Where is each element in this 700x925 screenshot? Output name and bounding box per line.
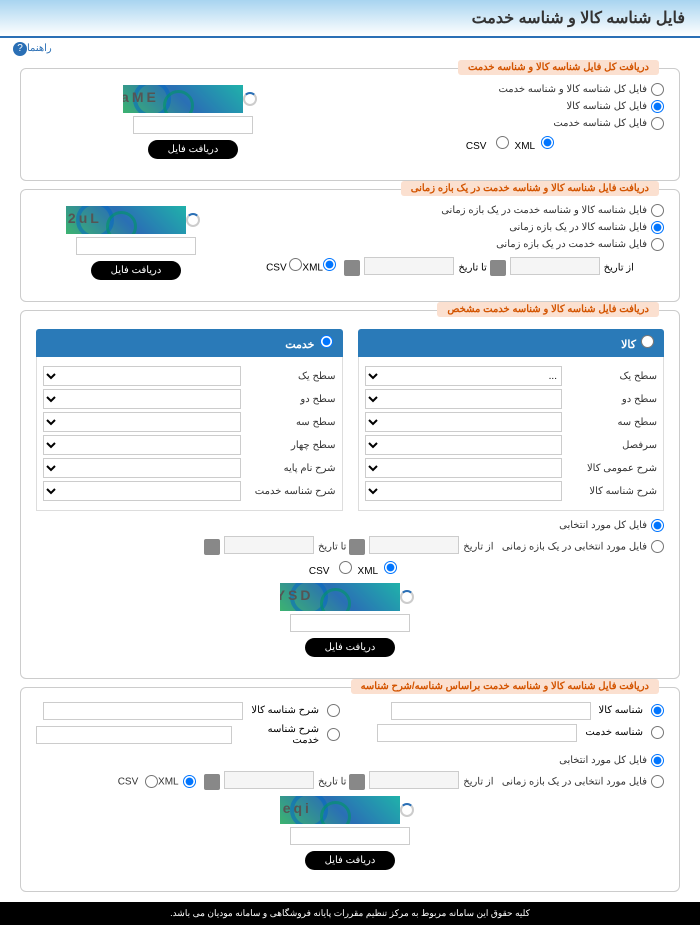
- panel-specific: دریافت فایل شناسه کالا و شناسه خدمت مشخص…: [20, 310, 680, 679]
- select-lv4-k[interactable]: [365, 435, 563, 455]
- radio-range-both[interactable]: [651, 204, 664, 217]
- spinner-icon: [400, 803, 414, 817]
- radio-csv[interactable]: [183, 775, 196, 788]
- radio-sel-full[interactable]: [651, 519, 664, 532]
- select-lv6-k[interactable]: [365, 481, 563, 501]
- select-lv5-k[interactable]: [365, 458, 563, 478]
- input-desc-khedmat[interactable]: [36, 726, 232, 744]
- calendar-icon[interactable]: [344, 260, 360, 276]
- to-date-input[interactable]: [224, 771, 314, 789]
- radio-desc-kala[interactable]: [327, 704, 340, 717]
- panel-title: دریافت فایل شناسه کالا و شناسه خدمت در ی…: [401, 181, 659, 196]
- input-id-kala[interactable]: [391, 702, 591, 720]
- to-date-input[interactable]: [364, 257, 454, 275]
- input-id-khedmat[interactable]: [377, 724, 577, 742]
- radio-range-kala[interactable]: [651, 221, 664, 234]
- spinner-icon: [400, 590, 414, 604]
- help-row: راهنما?: [0, 38, 700, 60]
- select-lv1-k[interactable]: ...: [365, 366, 563, 386]
- captcha-image: RAg2uL: [66, 206, 186, 234]
- to-date-input[interactable]: [224, 536, 314, 554]
- select-lv1-s[interactable]: [43, 366, 241, 386]
- select-lv3-k[interactable]: [365, 412, 563, 432]
- radio-id-khedmat[interactable]: [651, 726, 664, 739]
- from-date-input[interactable]: [510, 257, 600, 275]
- captcha-input[interactable]: [133, 116, 253, 134]
- calendar-icon[interactable]: [349, 539, 365, 555]
- download-button[interactable]: دریافت فایل: [305, 638, 396, 657]
- radio-csv[interactable]: [541, 136, 554, 149]
- panel-range-file: دریافت فایل شناسه کالا و شناسه خدمت در ی…: [20, 189, 680, 302]
- radio-id-kala[interactable]: [651, 704, 664, 717]
- select-lv2-s[interactable]: [43, 389, 241, 409]
- radio-sel-full[interactable]: [651, 754, 664, 767]
- select-lv3-s[interactable]: [43, 412, 241, 432]
- select-lv6-s[interactable]: [43, 481, 241, 501]
- captcha-input[interactable]: [76, 237, 196, 255]
- select-lv2-k[interactable]: [365, 389, 563, 409]
- radio-csv[interactable]: [384, 561, 397, 574]
- radio-full-khedmat[interactable]: [651, 117, 664, 130]
- panel-by-id: دریافت فایل شناسه کالا و شناسه خدمت براس…: [20, 687, 680, 892]
- from-date-input[interactable]: [369, 536, 459, 554]
- tab-kala[interactable]: کالا: [358, 329, 665, 357]
- radio-csv[interactable]: [323, 258, 336, 271]
- captcha-image: U4eeqi: [280, 796, 400, 824]
- radio-full-both[interactable]: [651, 83, 664, 96]
- radio-xml[interactable]: [496, 136, 509, 149]
- page-header: فایل شناسه کالا و شناسه خدمت: [0, 0, 700, 38]
- panel-title: دریافت فایل شناسه کالا و شناسه خدمت مشخص: [437, 302, 659, 317]
- page-title: فایل شناسه کالا و شناسه خدمت: [15, 8, 685, 28]
- calendar-icon[interactable]: [349, 774, 365, 790]
- help-icon: ?: [13, 42, 27, 56]
- radio-sel-range[interactable]: [651, 540, 664, 553]
- spinner-icon: [186, 213, 200, 227]
- download-button[interactable]: دریافت فایل: [148, 140, 239, 159]
- help-link[interactable]: راهنما?: [10, 43, 52, 54]
- panel-title: دریافت فایل شناسه کالا و شناسه خدمت براس…: [351, 679, 659, 694]
- download-button[interactable]: دریافت فایل: [91, 261, 182, 280]
- radio-xml[interactable]: [145, 775, 158, 788]
- calendar-icon[interactable]: [204, 539, 220, 555]
- captcha-input[interactable]: [290, 827, 410, 845]
- from-date-input[interactable]: [369, 771, 459, 789]
- footer: کلیه حقوق این سامانه مربوط به مرکز تنظیم…: [0, 902, 700, 925]
- radio-range-khedmat[interactable]: [651, 238, 664, 251]
- radio-sel-range[interactable]: [651, 775, 664, 788]
- radio-full-kala[interactable]: [651, 100, 664, 113]
- captcha-image: u2iYSD: [280, 583, 400, 611]
- select-lv5-s[interactable]: [43, 458, 241, 478]
- radio-desc-khedmat[interactable]: [327, 728, 340, 741]
- calendar-icon[interactable]: [204, 774, 220, 790]
- download-button[interactable]: دریافت فایل: [305, 851, 396, 870]
- radio-xml[interactable]: [289, 258, 302, 271]
- panel-full-file: دریافت کل فایل شناسه کالا و شناسه خدمت ف…: [20, 68, 680, 181]
- radio-xml[interactable]: [339, 561, 352, 574]
- spinner-icon: [243, 92, 257, 106]
- calendar-icon[interactable]: [490, 260, 506, 276]
- tab-khedmat[interactable]: خدمت: [36, 329, 343, 357]
- input-desc-kala[interactable]: [43, 702, 243, 720]
- captcha-image: 6E8aME: [123, 85, 243, 113]
- captcha-input[interactable]: [290, 614, 410, 632]
- select-lv4-s[interactable]: [43, 435, 241, 455]
- panel-title: دریافت کل فایل شناسه کالا و شناسه خدمت: [458, 60, 659, 75]
